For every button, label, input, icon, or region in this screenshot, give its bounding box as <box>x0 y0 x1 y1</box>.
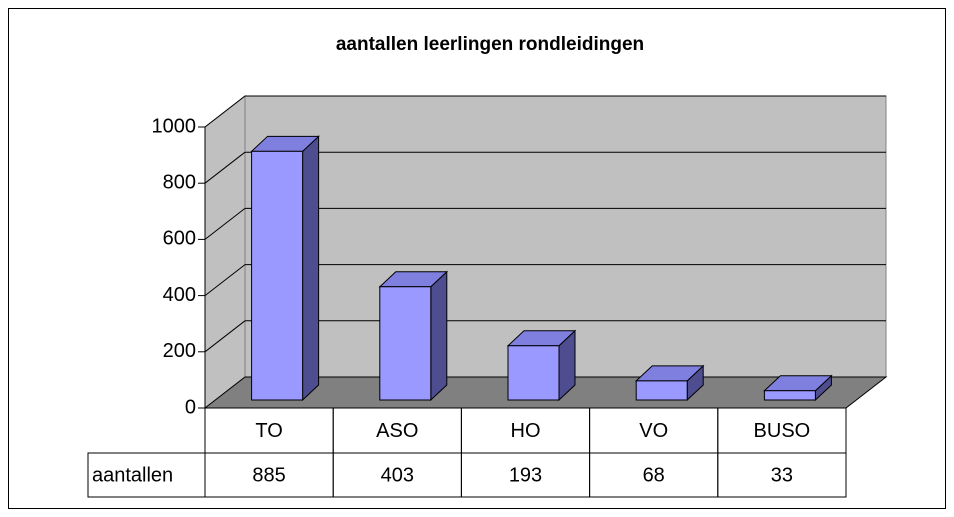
table-value: 33 <box>771 464 793 486</box>
bar <box>763 390 816 401</box>
table-value: 68 <box>643 464 665 486</box>
y-tick-label: 600 <box>163 228 196 250</box>
grid-line <box>204 264 246 296</box>
bar <box>379 286 432 401</box>
side-wall <box>204 94 246 410</box>
x-tick-label: HO <box>511 420 541 442</box>
table-cell <box>717 452 847 498</box>
bar-side <box>430 270 448 402</box>
y-tick-label: 400 <box>163 284 196 306</box>
bar-side <box>302 135 320 402</box>
x-tick-label: VO <box>639 420 668 442</box>
y-tick-label: 800 <box>163 171 196 193</box>
grid-line <box>204 320 246 353</box>
x-tick-label: ASO <box>376 420 418 442</box>
y-tick-label: 0 <box>185 396 196 418</box>
x-tick-label: TO <box>255 420 282 442</box>
y-tick-label: 1000 <box>152 115 197 137</box>
table-value: 885 <box>252 464 285 486</box>
bar <box>635 380 688 401</box>
grid-line <box>204 151 246 184</box>
y-tick-label: 200 <box>163 340 196 362</box>
grid-line <box>204 208 246 240</box>
bar <box>251 150 304 401</box>
bar <box>507 345 560 401</box>
x-tick-label: BUSO <box>754 420 811 442</box>
table-value: 403 <box>381 464 414 486</box>
legend-label: aantallen <box>92 464 173 486</box>
grid-line <box>204 95 246 128</box>
table-value: 193 <box>509 464 542 486</box>
chart-title: aantallen leerlingen rondleidingen <box>336 34 644 55</box>
